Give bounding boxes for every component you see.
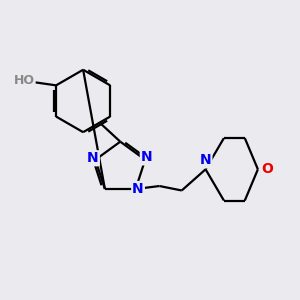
- Text: N: N: [200, 153, 212, 167]
- Text: O: O: [261, 162, 273, 176]
- Text: HO: HO: [14, 74, 34, 87]
- Text: N: N: [141, 150, 152, 164]
- Text: N: N: [132, 182, 144, 196]
- Text: N: N: [87, 151, 99, 165]
